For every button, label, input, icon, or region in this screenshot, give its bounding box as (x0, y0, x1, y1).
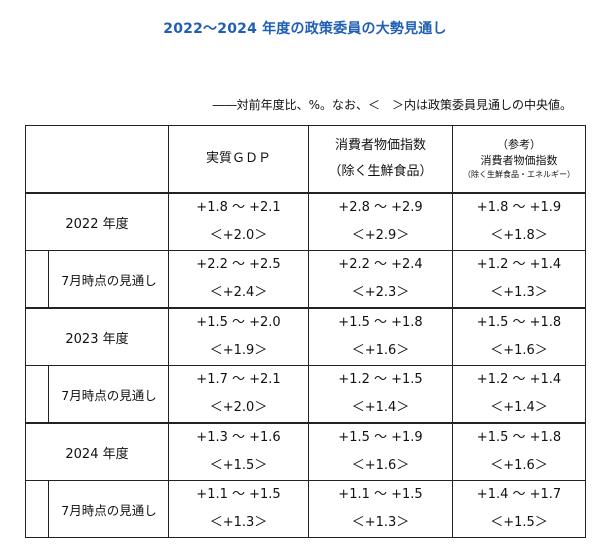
range-value: +1.1 ～ +1.5 (338, 487, 423, 502)
outlook-cell-core: +1.2 ～ +1.4 ＜+1.3＞ (452, 250, 586, 309)
outlook-label-cell: 7月時点の見通し (25, 365, 169, 424)
year-label: 2023 年度 (25, 307, 169, 366)
range-value: +2.2 ～ +2.4 (338, 257, 423, 272)
median-value: ＜+2.3＞ (351, 285, 410, 300)
header-gdp-label: 実質ＧＤＰ (205, 151, 271, 166)
range-value: +2.8 ～ +2.9 (338, 200, 423, 215)
outlook-cell-cpi: +1.1 ～ +1.5 ＜+1.3＞ (308, 480, 453, 538)
outlook-cell-gdp: +2.2 ～ +2.5 ＜+2.4＞ (168, 250, 309, 309)
value-cell-cpi: +1.5 ～ +1.8 ＜+1.6＞ (308, 307, 453, 366)
median-value: ＜+2.9＞ (351, 228, 410, 243)
range-value: +1.5 ～ +2.0 (196, 315, 281, 330)
value-cell-gdp: +1.5 ～ +2.0 ＜+1.9＞ (168, 307, 309, 366)
median-value: ＜+1.4＞ (490, 400, 548, 415)
range-value: +2.2 ～ +2.5 (196, 257, 281, 272)
range-value: +1.4 ～ +1.7 (476, 487, 562, 502)
median-value: ＜+1.6＞ (490, 343, 548, 358)
median-value: ＜+1.3＞ (351, 515, 410, 530)
outlook-cell-cpi: +2.2 ～ +2.4 ＜+2.3＞ (308, 250, 453, 309)
outlook-label: 7月時点の見通し (48, 365, 169, 423)
value-cell-cpi: +1.5 ～ +1.9 ＜+1.6＞ (308, 422, 453, 481)
range-value: +1.5 ～ +1.8 (476, 315, 562, 330)
outlook-label: 7月時点の見通し (48, 480, 169, 538)
header-ref-line2: 消費者物価指数 (480, 154, 558, 167)
value-cell-core: +1.8 ～ +1.9 ＜+1.8＞ (452, 192, 586, 251)
median-value: ＜+1.3＞ (209, 515, 268, 530)
table-row: 2022 年度 +1.8 ～ +2.1 ＜+2.0＞ +2.8 ～ +2.9 ＜+2.9… (25, 192, 586, 251)
header-ref-line1: （参考） (497, 138, 541, 151)
header-ref-line3: （除く生鮮食品・エネルギー） (463, 170, 575, 179)
outlook-cell-gdp: +1.7 ～ +2.1 ＜+2.0＞ (168, 365, 309, 424)
table-row: 7月時点の見通し +1.7 ～ +2.1 ＜+2.0＞ +1.2 ～ +1.5 ＜+1.… (25, 365, 586, 424)
value-cell-gdp: +1.8 ～ +2.1 ＜+2.0＞ (168, 192, 309, 251)
value-cell-core: +1.5 ～ +1.8 ＜+1.6＞ (452, 307, 586, 366)
median-value: ＜+2.0＞ (209, 228, 268, 243)
median-value: ＜+1.4＞ (351, 400, 410, 415)
range-value: +1.8 ～ +2.1 (196, 200, 281, 215)
outlook-cell-gdp: +1.1 ～ +1.5 ＜+1.3＞ (168, 480, 309, 538)
outlook-cell-core: +1.2 ～ +1.4 ＜+1.4＞ (452, 365, 586, 424)
header-cpi-line2: （除く生鮮食品） (328, 164, 433, 179)
median-value: ＜+1.6＞ (351, 343, 410, 358)
outlook-label-cell: 7月時点の見通し (25, 250, 169, 309)
projection-table: 実質ＧＤＰ 消費者物価指数 （除く生鮮食品） （参考） 消費者物価指数 （除く生… (25, 125, 586, 538)
header-reference: （参考） 消費者物価指数 （除く生鮮食品・エネルギー） (452, 125, 586, 194)
value-cell-cpi: +2.8 ～ +2.9 ＜+2.9＞ (308, 192, 453, 251)
outlook-cell-core: +1.4 ～ +1.7 ＜+1.5＞ (452, 480, 586, 538)
range-value: +1.5 ～ +1.9 (338, 430, 423, 445)
range-value: +1.2 ～ +1.4 (476, 257, 562, 272)
year-label: 2022 年度 (25, 192, 169, 251)
header-cpi: 消費者物価指数 （除く生鮮食品） (308, 125, 453, 194)
range-value: +1.5 ～ +1.8 (476, 430, 562, 445)
table-row: 2024 年度 +1.3 ～ +1.6 ＜+1.5＞ +1.5 ～ +1.9 ＜+1.6… (25, 422, 586, 481)
range-value: +1.3 ～ +1.6 (196, 430, 281, 445)
header-row: 実質ＧＤＰ 消費者物価指数 （除く生鮮食品） （参考） 消費者物価指数 （除く生… (25, 125, 586, 194)
range-value: +1.7 ～ +2.1 (196, 372, 281, 387)
table-row: 2023 年度 +1.5 ～ +2.0 ＜+1.9＞ +1.5 ～ +1.8 ＜+1.6… (25, 307, 586, 366)
header-cpi-line1: 消費者物価指数 (334, 138, 426, 153)
range-value: +1.5 ～ +1.8 (338, 315, 423, 330)
table-row: 7月時点の見通し +2.2 ～ +2.5 ＜+2.4＞ +2.2 ～ +2.4 ＜+2.… (25, 250, 586, 309)
range-value: +1.8 ～ +1.9 (476, 200, 562, 215)
table-row: 7月時点の見通し +1.1 ～ +1.5 ＜+1.3＞ +1.1 ～ +1.5 ＜+1.… (25, 480, 586, 538)
median-value: ＜+1.5＞ (490, 515, 548, 530)
corner-cell (25, 125, 169, 194)
outlook-label: 7月時点の見通し (48, 250, 169, 308)
range-value: +1.2 ～ +1.5 (338, 372, 423, 387)
header-gdp: 実質ＧＤＰ (168, 125, 309, 194)
median-value: ＜+1.6＞ (490, 458, 548, 473)
median-value: ＜+1.3＞ (490, 285, 548, 300)
range-value: +1.2 ～ +1.4 (476, 372, 562, 387)
page-title: 2022～2024 年度の政策委員の大勢見通し (163, 21, 447, 37)
outlook-label-cell: 7月時点の見通し (25, 480, 169, 538)
table-note: ――対前年度比、%。なお、＜ ＞内は政策委員見通しの中央値。 (212, 98, 572, 112)
median-value: ＜+1.6＞ (351, 458, 410, 473)
median-value: ＜+1.8＞ (490, 228, 548, 243)
median-value: ＜+1.5＞ (209, 458, 268, 473)
outlook-cell-cpi: +1.2 ～ +1.5 ＜+1.4＞ (308, 365, 453, 424)
value-cell-gdp: +1.3 ～ +1.6 ＜+1.5＞ (168, 422, 309, 481)
median-value: ＜+2.4＞ (209, 285, 268, 300)
year-label: 2024 年度 (25, 422, 169, 481)
value-cell-core: +1.5 ～ +1.8 ＜+1.6＞ (452, 422, 586, 481)
median-value: ＜+1.9＞ (209, 343, 268, 358)
range-value: +1.1 ～ +1.5 (196, 487, 281, 502)
median-value: ＜+2.0＞ (209, 400, 268, 415)
